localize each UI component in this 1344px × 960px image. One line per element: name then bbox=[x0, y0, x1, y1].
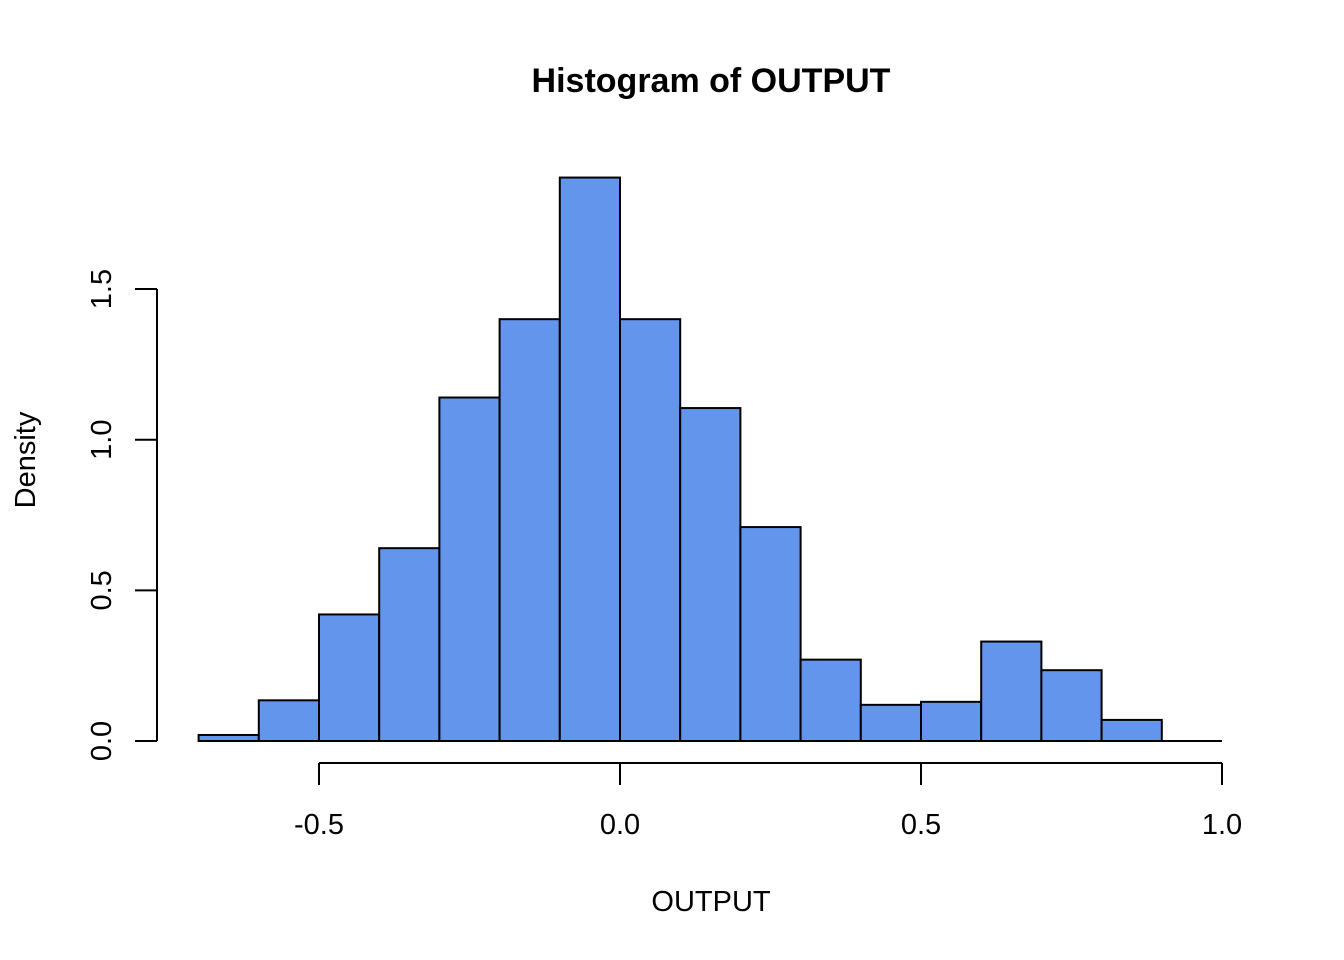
x-tick-label: -0.5 bbox=[294, 809, 344, 841]
x-tick-label: 0.5 bbox=[901, 809, 941, 841]
y-tick-label: 0.0 bbox=[86, 721, 118, 761]
histogram-bar bbox=[318, 613, 381, 742]
histogram-bar bbox=[980, 640, 1043, 742]
histogram-bar bbox=[378, 547, 441, 743]
histogram-bar bbox=[1040, 669, 1103, 743]
histogram-bar bbox=[438, 396, 501, 742]
bars-group bbox=[197, 176, 1222, 743]
histogram-bar bbox=[799, 658, 862, 742]
histogram-bar bbox=[257, 699, 320, 743]
x-axis: -0.5 0.0 0.5 1.0 bbox=[294, 762, 1242, 841]
histogram-bar bbox=[920, 700, 983, 742]
y-tick-label: 1.5 bbox=[86, 269, 118, 309]
histogram-bar bbox=[679, 407, 742, 742]
histogram-bar bbox=[558, 176, 621, 743]
histogram-bar bbox=[1100, 718, 1163, 742]
x-tick-label: 0.0 bbox=[600, 809, 640, 841]
histogram-bar bbox=[619, 318, 682, 742]
x-axis-label: OUTPUT bbox=[651, 886, 771, 918]
y-axis-label: Density bbox=[10, 411, 42, 508]
y-axis: 0.0 0.5 1.0 1.5 bbox=[86, 269, 158, 761]
histogram-bar bbox=[498, 318, 561, 742]
x-tick-label: 1.0 bbox=[1202, 809, 1242, 841]
histogram-bar bbox=[739, 526, 802, 743]
y-tick-label: 0.5 bbox=[86, 570, 118, 610]
chart-title: Histogram of OUTPUT bbox=[532, 62, 891, 100]
histogram-bar bbox=[859, 703, 922, 742]
y-tick-label: 1.0 bbox=[86, 420, 118, 460]
